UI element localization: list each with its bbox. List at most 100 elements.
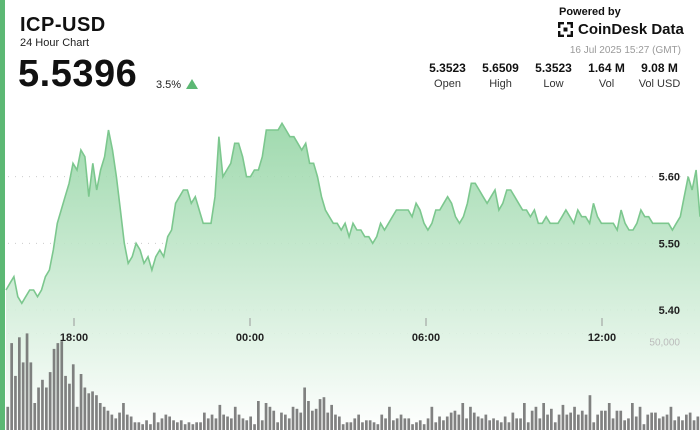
volume-bar	[349, 422, 353, 430]
volume-bar	[422, 424, 426, 430]
volume-bar	[580, 410, 584, 430]
volume-bar	[380, 414, 384, 430]
volume-bar	[415, 422, 418, 430]
volume-bar	[407, 418, 411, 430]
volume-bar	[588, 395, 592, 430]
volume-bar	[75, 406, 79, 430]
stat-low: 5.3523 Low	[527, 61, 580, 90]
volume-bar	[607, 403, 611, 430]
volume-bar	[95, 395, 98, 430]
volume-bar	[461, 403, 465, 430]
volume-bar	[141, 424, 144, 430]
volume-bar	[565, 414, 569, 430]
volume-bar	[33, 403, 37, 430]
volume-bar	[661, 416, 665, 430]
coindesk-data-icon	[557, 21, 574, 38]
price-line	[5, 121, 700, 305]
volume-bar	[399, 414, 403, 430]
volume-bar	[530, 410, 534, 430]
volume-bar	[395, 418, 399, 430]
volume-bar	[681, 420, 684, 430]
volume-bar	[222, 414, 225, 430]
volume-bar	[87, 393, 91, 430]
volume-bar	[118, 412, 121, 430]
volume-bar	[634, 416, 638, 430]
volume-bar	[160, 418, 164, 430]
volume-bar	[345, 422, 349, 430]
volume-bar	[83, 387, 87, 430]
volume-bar	[307, 401, 310, 430]
volume-bar	[449, 412, 453, 430]
volume-bar	[685, 414, 688, 430]
volume-bar	[268, 406, 272, 430]
stat-label: Vol USD	[638, 78, 681, 90]
volume-bar	[596, 414, 599, 430]
volume-bar	[45, 387, 48, 430]
volume-bar	[41, 379, 44, 430]
stat-value: 5.3523	[429, 61, 466, 75]
volume-bar	[650, 412, 653, 430]
volume-bar	[592, 422, 596, 430]
volume-bar	[133, 422, 137, 430]
volume-bar	[237, 414, 241, 430]
volume-bar	[14, 375, 17, 430]
y-tick-label: 5.50	[659, 238, 680, 250]
volume-bar	[260, 420, 264, 430]
volume-bar	[384, 418, 387, 430]
volume-bar	[264, 403, 268, 430]
volume-bar	[442, 420, 445, 430]
volume-bar	[488, 420, 491, 430]
volume-bar	[71, 364, 75, 430]
volume-bar	[623, 420, 626, 430]
volume-bar	[280, 412, 283, 430]
volume-bar	[469, 406, 472, 430]
x-tick-label: 18:00	[60, 332, 88, 344]
stat-open: 5.3523 Open	[421, 61, 474, 90]
volume-bar	[245, 420, 249, 430]
volume-bar	[368, 420, 372, 430]
volume-bar	[611, 418, 615, 430]
volume-bar	[303, 387, 306, 430]
volume-bar	[168, 416, 171, 430]
volume-bar	[519, 418, 522, 430]
volume-bar	[334, 414, 337, 430]
volume-bar	[218, 404, 222, 430]
volume-bar	[145, 420, 148, 430]
x-tick-label: 12:00	[588, 332, 616, 344]
volume-bar	[453, 410, 457, 430]
volume-bar	[503, 416, 507, 430]
volume-bar	[573, 406, 576, 430]
volume-bar	[52, 348, 56, 430]
volume-bar	[326, 412, 330, 430]
volume-bar	[199, 422, 202, 430]
volume-bar	[179, 420, 183, 430]
volume-bar	[465, 418, 468, 430]
chart-subtitle: 24 Hour Chart	[20, 37, 90, 49]
volume-bar	[37, 387, 40, 430]
volume-bar	[91, 391, 94, 430]
volume-bar	[276, 422, 279, 430]
price-change: 3.5%	[156, 79, 182, 91]
volume-bar	[457, 414, 461, 430]
volume-bar	[688, 412, 692, 430]
volume-bar	[365, 420, 368, 430]
volume-bar	[665, 414, 669, 430]
volume-bar	[392, 420, 395, 430]
volume-bar	[318, 399, 322, 430]
stat-value: 5.3523	[535, 61, 572, 75]
volume-bar	[152, 412, 156, 430]
volume-bar	[430, 406, 434, 430]
volume-bar	[311, 410, 314, 430]
volume-bar	[257, 401, 260, 430]
volume-bar	[114, 418, 118, 430]
volume-bar	[353, 418, 357, 430]
volume-bar	[526, 422, 530, 430]
stat-label: Low	[543, 78, 564, 90]
volume-bar	[434, 422, 438, 430]
volume-bar	[29, 362, 33, 430]
volume-bar	[484, 414, 488, 430]
volume-bar	[295, 408, 299, 430]
volume-bar	[156, 422, 160, 430]
volume-bar	[600, 410, 603, 430]
volume-bar	[125, 414, 129, 430]
